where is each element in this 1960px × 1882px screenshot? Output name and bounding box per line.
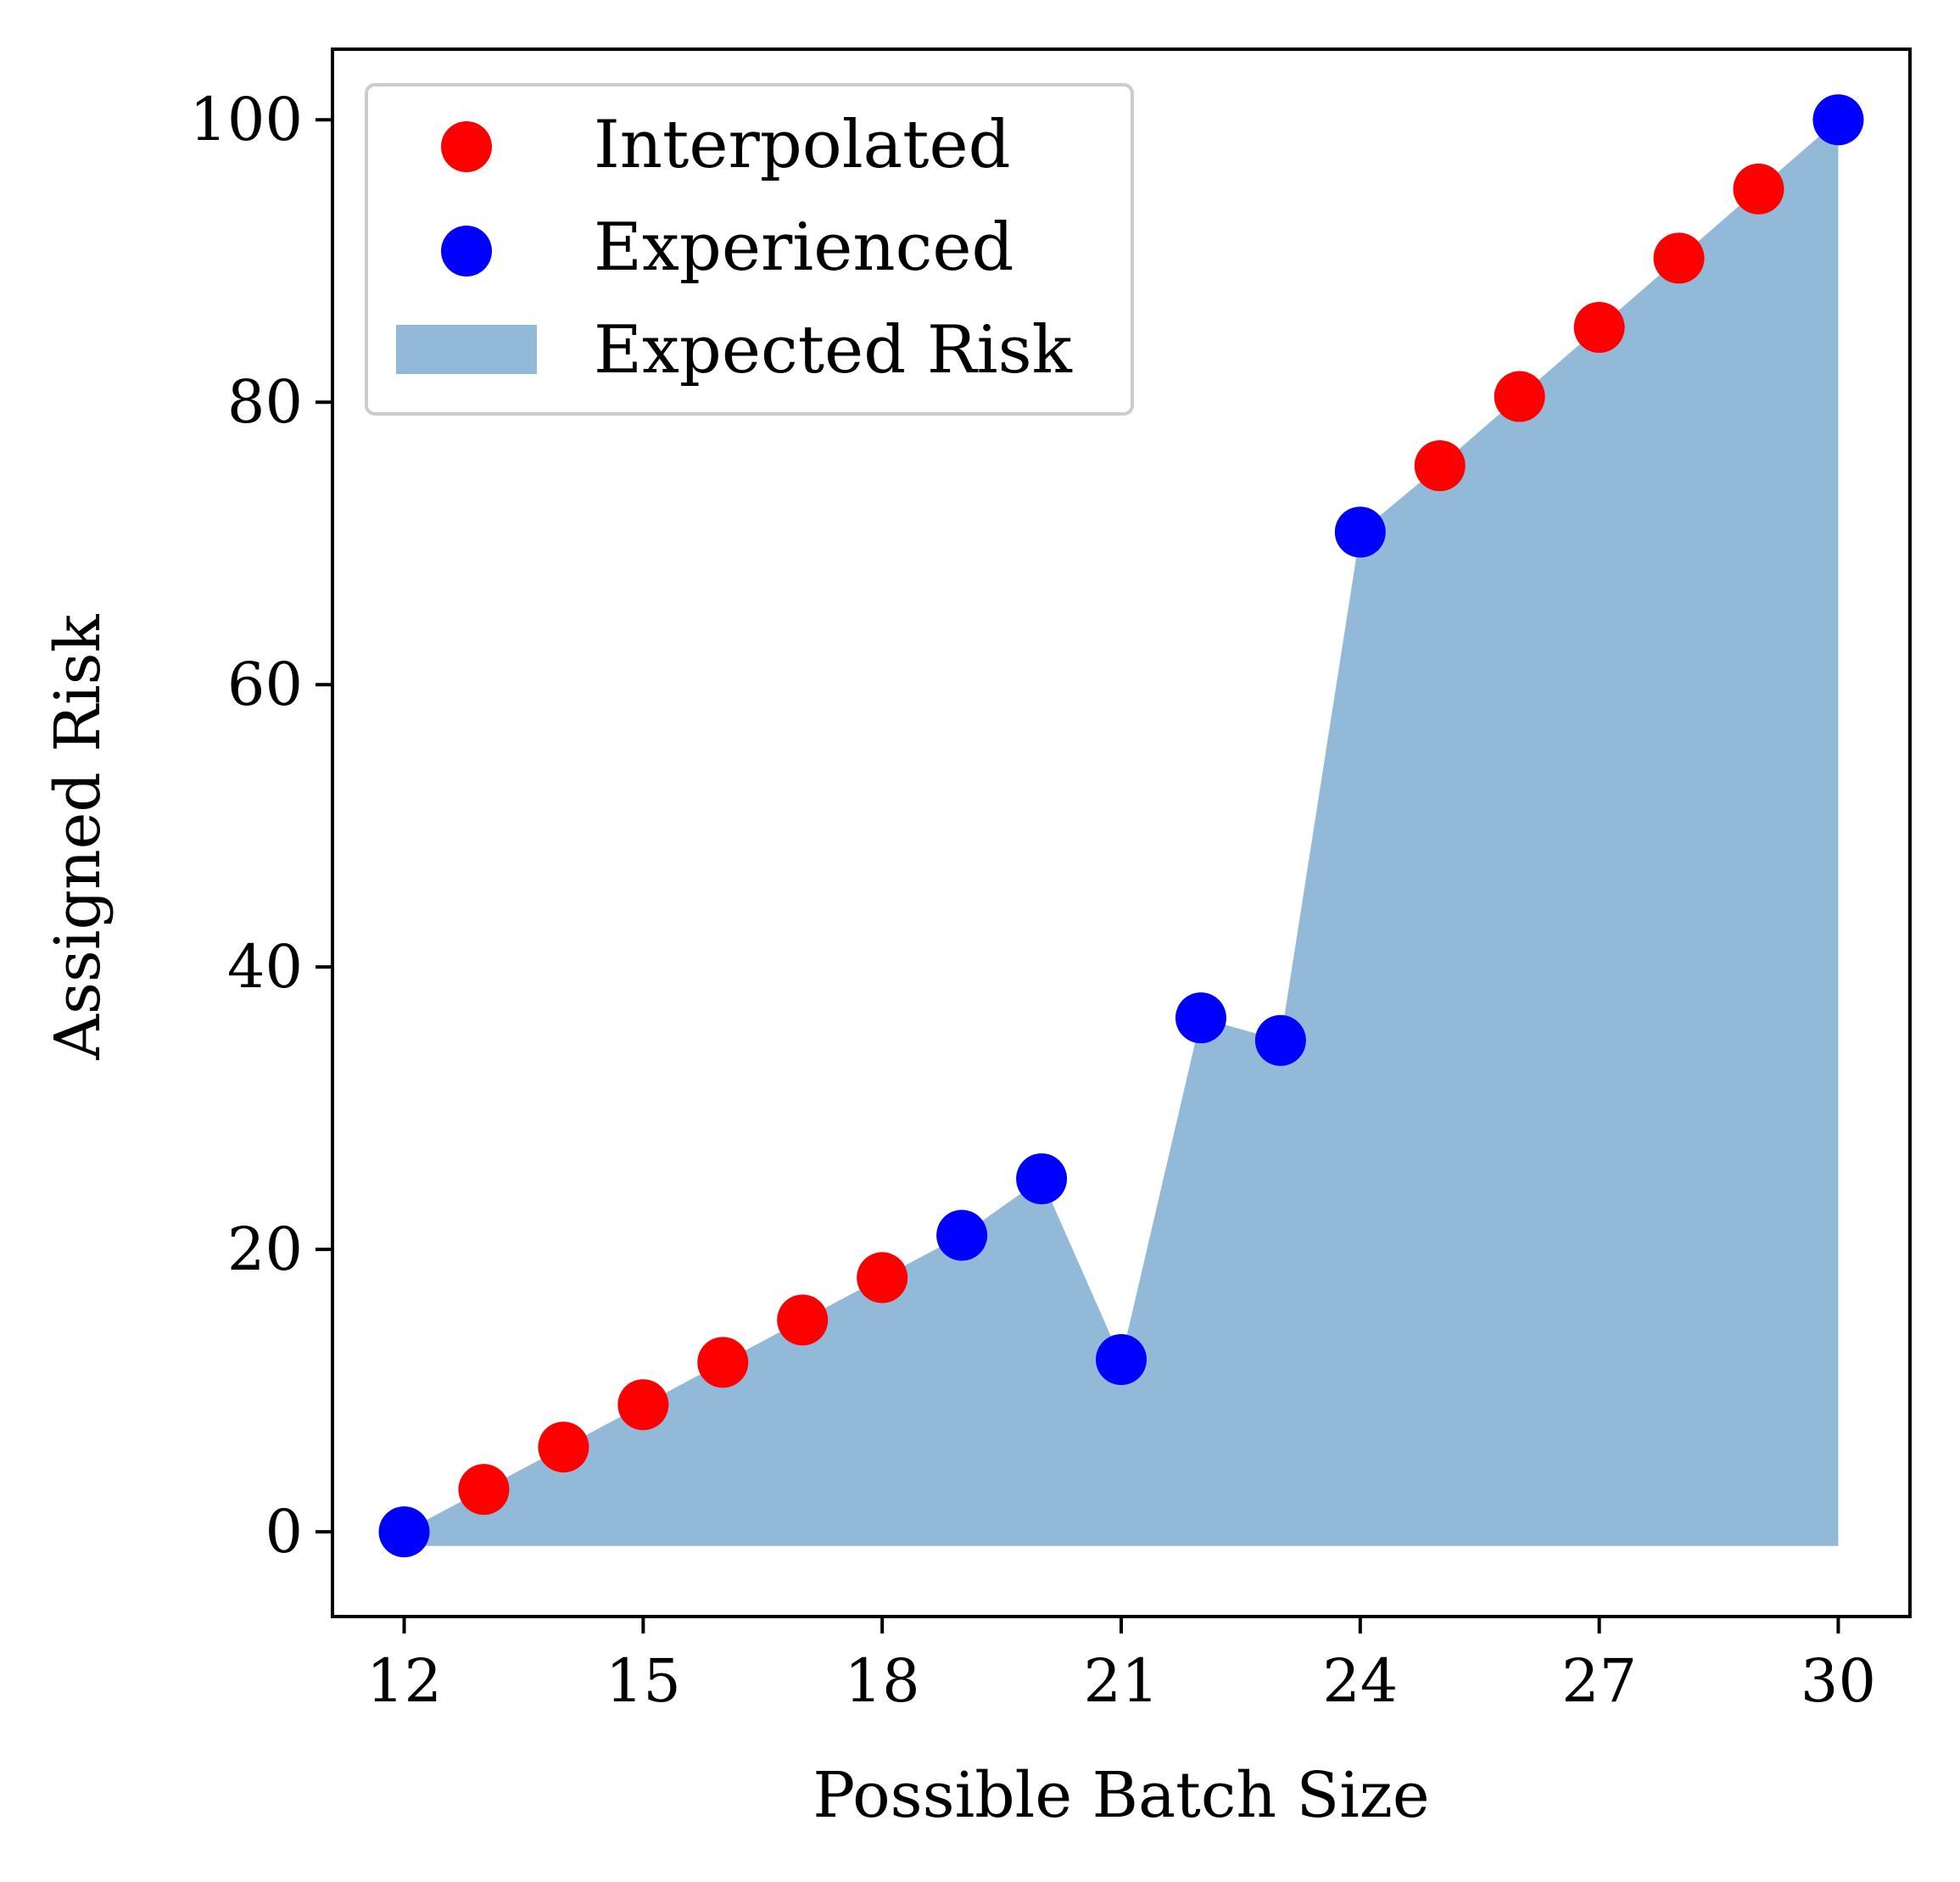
points-layer (378, 94, 1864, 1558)
ticks-layer: 12 15 18 21 24 27 30 0 20 40 60 80 100 (189, 85, 1876, 1716)
y-tick-label: 100 (189, 85, 303, 154)
y-tick-label: 20 (227, 1215, 303, 1284)
legend-marker-experienced (441, 226, 492, 276)
experienced-point (1812, 94, 1864, 146)
legend-marker-interpolated (441, 121, 492, 172)
interpolated-point (1494, 371, 1545, 422)
experienced-point (1016, 1153, 1068, 1204)
interpolated-point (857, 1252, 908, 1304)
legend-patch-expected-risk (396, 325, 537, 374)
y-tick-label: 60 (227, 650, 303, 719)
expected-risk-area (404, 120, 1839, 1546)
x-tick-label: 18 (845, 1646, 920, 1716)
interpolated-point (458, 1464, 510, 1516)
interpolated-point (697, 1337, 749, 1388)
interpolated-point (1653, 232, 1705, 284)
legend: Interpolated Experienced Expected Risk (365, 83, 1134, 416)
legend-box (365, 83, 1134, 416)
x-axis-title: Possible Batch Size (812, 1759, 1429, 1832)
experienced-point (1096, 1333, 1147, 1385)
interpolated-point (617, 1379, 669, 1431)
experienced-point (1334, 506, 1386, 558)
interpolated-point (1573, 301, 1625, 353)
experienced-point (936, 1209, 988, 1261)
interpolated-point (1733, 163, 1784, 215)
y-tick-label: 40 (227, 932, 303, 1002)
interpolated-point (1414, 440, 1466, 492)
experienced-point (1175, 992, 1226, 1044)
y-tick-label: 80 (227, 367, 303, 437)
x-tick-label: 12 (366, 1646, 442, 1716)
x-tick-label: 15 (606, 1646, 681, 1716)
legend-label-expected-risk: Expected Risk (594, 312, 1073, 388)
x-tick-label: 30 (1801, 1646, 1876, 1716)
y-tick-label: 0 (265, 1497, 303, 1566)
area-layer (404, 120, 1839, 1546)
y-axis-title: Assigned Risk (42, 613, 114, 1060)
experienced-point (1254, 1014, 1306, 1066)
x-tick-label: 27 (1561, 1646, 1637, 1716)
interpolated-point (777, 1294, 829, 1346)
x-tick-label: 24 (1322, 1646, 1398, 1716)
legend-label-interpolated: Interpolated (594, 107, 1011, 183)
legend-label-experienced: Experienced (594, 209, 1014, 286)
experienced-point (378, 1506, 430, 1558)
x-tick-label: 21 (1083, 1646, 1159, 1716)
interpolated-point (538, 1421, 589, 1473)
